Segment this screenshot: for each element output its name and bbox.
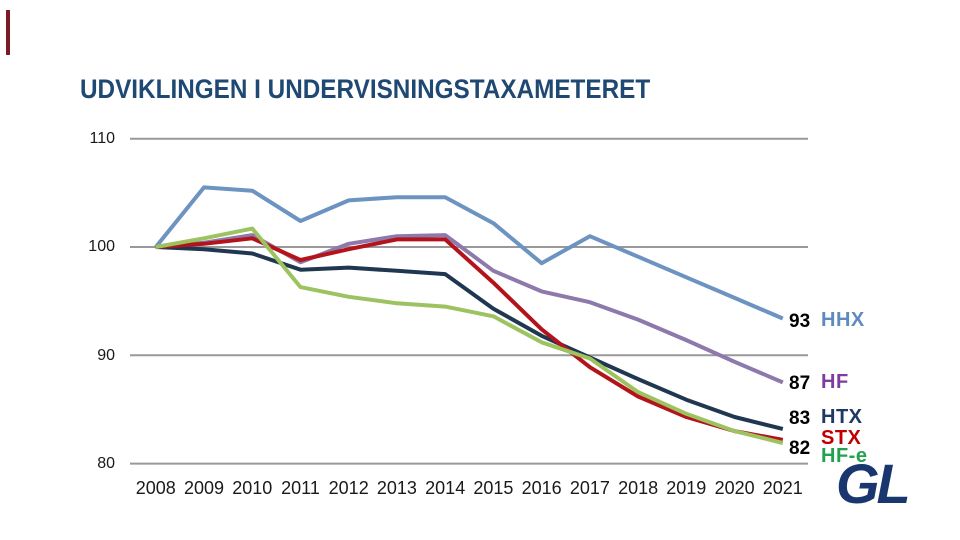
- x-tick-label-2019: 2019: [666, 478, 707, 498]
- series-line-stx: [155, 236, 784, 442]
- series-label-hf: HF: [821, 371, 849, 393]
- series-label-hfe: HF-e: [821, 445, 868, 467]
- y-tick-label-110: 110: [89, 130, 115, 147]
- series-label-stx: STX: [821, 427, 862, 449]
- y-tick-label-80: 80: [97, 455, 115, 472]
- x-tick-label-2018: 2018: [618, 478, 659, 498]
- end-value-hf: 87: [789, 373, 811, 394]
- y-tick-label-100: 100: [88, 238, 115, 255]
- slide-title: UDVIKLINGEN I UNDERVISNINGSTAXAMETERET: [80, 74, 651, 104]
- end-value-hfe: 82: [789, 438, 811, 459]
- x-tick-label-2016: 2016: [521, 478, 562, 498]
- x-tick-label-2014: 2014: [425, 478, 466, 498]
- slide-accent-bar: [6, 10, 10, 55]
- x-tick-label-2015: 2015: [473, 478, 514, 498]
- x-tick-label-2013: 2013: [376, 478, 417, 498]
- gl-logo: GL: [836, 452, 911, 515]
- series-label-hhx: HHX: [821, 309, 865, 331]
- series-line-hhx: [154, 185, 784, 321]
- x-tick-label-2010: 2010: [232, 478, 273, 498]
- y-tick-label-90: 90: [97, 347, 115, 364]
- end-value-hhx: 93: [789, 311, 811, 332]
- x-tick-label-2009: 2009: [183, 478, 225, 498]
- x-tick-label-2012: 2012: [328, 478, 369, 498]
- series-line-htx: [155, 245, 784, 431]
- end-value-htx: 83: [789, 408, 811, 429]
- series-line-hf: [155, 233, 784, 385]
- x-tick-label-2017: 2017: [569, 478, 610, 498]
- series-label-htx: HTX: [821, 406, 863, 428]
- x-tick-label-2020: 2020: [714, 478, 755, 498]
- x-axis-labels: 2008 2009 2010 2011 2012 2013 2014 2015 2016 2017…: [0, 478, 960, 502]
- x-tick-label-2008: 2008: [135, 478, 176, 498]
- x-tick-label-2021: 2021: [762, 478, 803, 498]
- series-line-hf-e: [155, 226, 784, 445]
- x-tick-label-2011: 2011: [281, 478, 320, 498]
